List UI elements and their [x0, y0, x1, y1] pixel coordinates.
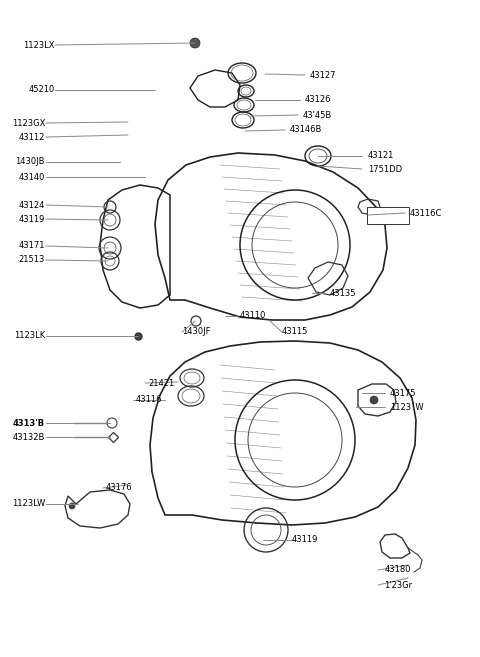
Text: 43127: 43127	[310, 70, 336, 79]
Text: 21421: 21421	[148, 378, 174, 388]
Text: 43116C: 43116C	[410, 208, 443, 217]
Text: 1123LK: 1123LK	[14, 332, 45, 340]
Text: 21513: 21513	[19, 256, 45, 265]
Text: 43110: 43110	[240, 311, 266, 321]
Text: 43132B: 43132B	[12, 432, 45, 442]
Text: 1'23Gr: 1'23Gr	[384, 581, 412, 589]
Text: 43124: 43124	[19, 200, 45, 210]
Text: 1123LW: 1123LW	[12, 499, 45, 509]
Text: 1123GX: 1123GX	[12, 118, 45, 127]
Text: 43175: 43175	[390, 388, 417, 397]
Text: 1751DD: 1751DD	[368, 164, 402, 173]
Text: 43140: 43140	[19, 173, 45, 181]
Text: 43119: 43119	[19, 214, 45, 223]
Text: 43180: 43180	[385, 566, 411, 574]
Text: 43'45B: 43'45B	[303, 110, 332, 120]
Text: 43126: 43126	[305, 95, 332, 104]
FancyBboxPatch shape	[367, 207, 409, 224]
Text: 1123LX: 1123LX	[24, 41, 55, 49]
Text: 43135: 43135	[330, 288, 357, 298]
Text: 43119: 43119	[292, 535, 318, 545]
Text: 43112: 43112	[19, 133, 45, 141]
Circle shape	[370, 396, 378, 404]
Text: 43115: 43115	[282, 327, 308, 336]
Text: 43116: 43116	[136, 396, 163, 405]
Text: 45210: 45210	[29, 85, 55, 95]
Text: 4313'B: 4313'B	[13, 419, 45, 428]
Text: 43121: 43121	[368, 152, 395, 160]
Circle shape	[190, 38, 200, 48]
Text: 1430JB: 1430JB	[15, 158, 45, 166]
Text: 1430JF: 1430JF	[182, 327, 210, 336]
Text: 43146B: 43146B	[290, 125, 323, 135]
Text: 43171: 43171	[19, 242, 45, 250]
Circle shape	[69, 503, 75, 509]
Text: 43176: 43176	[106, 484, 132, 493]
Text: 1123´W: 1123´W	[390, 403, 424, 411]
